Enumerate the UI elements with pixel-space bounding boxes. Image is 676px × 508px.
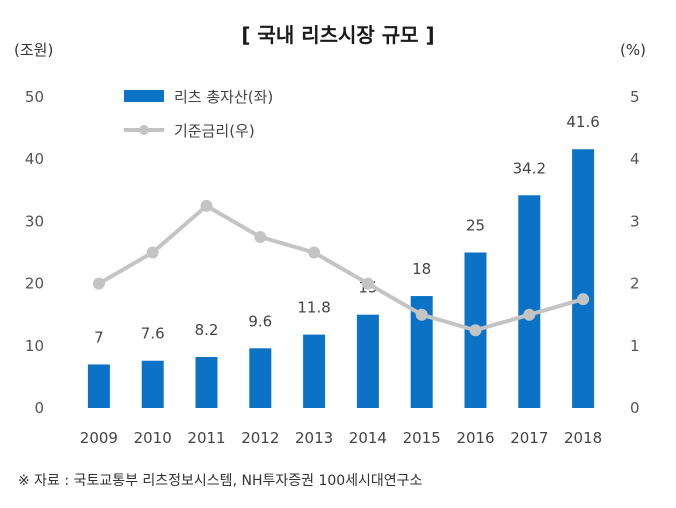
bar-value-label: 25 — [466, 217, 485, 235]
rate-line — [97, 203, 584, 333]
source-note: ※ 자료 : 국토교통부 리츠정보시스템, NH투자증권 100세시대연구소 — [18, 473, 423, 489]
rate-point — [469, 324, 482, 337]
right-tick-label: 1 — [630, 337, 640, 355]
rate-point — [361, 277, 374, 290]
bar — [303, 334, 326, 408]
right-axis-ticks: 0 1 2 3 4 5 — [630, 88, 640, 417]
x-tick-label: 2009 — [80, 429, 118, 447]
x-tick-label: 2012 — [241, 429, 279, 447]
left-tick-label: 50 — [25, 88, 44, 106]
x-tick-label: 2014 — [349, 429, 387, 447]
x-tick-label: 2017 — [510, 429, 548, 447]
bar — [195, 356, 218, 408]
rate-point — [200, 199, 213, 212]
right-tick-label: 4 — [630, 150, 640, 168]
left-tick-label: 0 — [34, 399, 44, 417]
left-tick-label: 30 — [25, 212, 44, 230]
right-tick-label: 3 — [630, 212, 640, 230]
bar — [518, 195, 541, 408]
x-tick-label: 2018 — [564, 429, 602, 447]
legend-bar-label: 리츠 총자산(좌) — [174, 88, 273, 106]
bar — [249, 348, 272, 408]
bar — [410, 296, 433, 408]
bar — [141, 360, 164, 408]
bar-value-label: 7 — [94, 328, 104, 346]
bar-series — [87, 149, 595, 409]
rate-point — [146, 246, 159, 259]
right-tick-label: 0 — [630, 399, 640, 417]
bar-value-label: 11.8 — [297, 299, 330, 317]
right-tick-label: 2 — [630, 275, 640, 293]
right-tick-label: 5 — [630, 88, 640, 106]
rate-point — [415, 308, 428, 321]
rate-point — [308, 246, 321, 259]
chart-svg: [ 국내 리츠시장 규모 ] (조원) (%) 0 10 20 30 40 50 0 1 2 3… — [14, 23, 646, 447]
bar — [356, 314, 379, 408]
left-tick-label: 20 — [25, 275, 44, 293]
left-tick-label: 40 — [25, 150, 44, 168]
x-tick-label: 2013 — [295, 429, 333, 447]
legend-line-label: 기준금리(우) — [174, 122, 255, 140]
right-axis-unit: (%) — [620, 41, 646, 59]
bar-value-label: 7.6 — [141, 325, 165, 343]
bar-value-label: 41.6 — [566, 113, 599, 131]
legend: 리츠 총자산(좌) 기준금리(우) — [124, 88, 273, 140]
x-tick-label: 2016 — [456, 429, 494, 447]
left-axis-unit: (조원) — [14, 41, 53, 59]
x-tick-label: 2015 — [403, 429, 441, 447]
x-axis-ticks: 2009 2010 2011 2012 2013 2014 2015 2016 2017 2018 — [80, 429, 602, 447]
x-tick-label: 2011 — [187, 429, 225, 447]
rate-point — [577, 293, 590, 306]
x-tick-label: 2010 — [134, 429, 172, 447]
bar-value-label: 8.2 — [195, 321, 219, 339]
rate-point — [92, 277, 105, 290]
bar-value-label: 34.2 — [513, 159, 546, 177]
rate-point — [523, 308, 536, 321]
bar — [572, 149, 595, 409]
bar-value-label: 18 — [412, 260, 431, 278]
rate-point — [254, 230, 267, 243]
left-axis-ticks: 0 10 20 30 40 50 — [25, 88, 44, 417]
left-tick-label: 10 — [25, 337, 44, 355]
chart-title: [ 국내 리츠시장 규모 ] — [241, 23, 434, 47]
bar-value-label: 9.6 — [248, 312, 272, 330]
legend-bar-swatch — [124, 90, 164, 102]
line-series — [92, 199, 590, 337]
bar — [87, 364, 110, 408]
legend-line-marker — [139, 125, 149, 135]
